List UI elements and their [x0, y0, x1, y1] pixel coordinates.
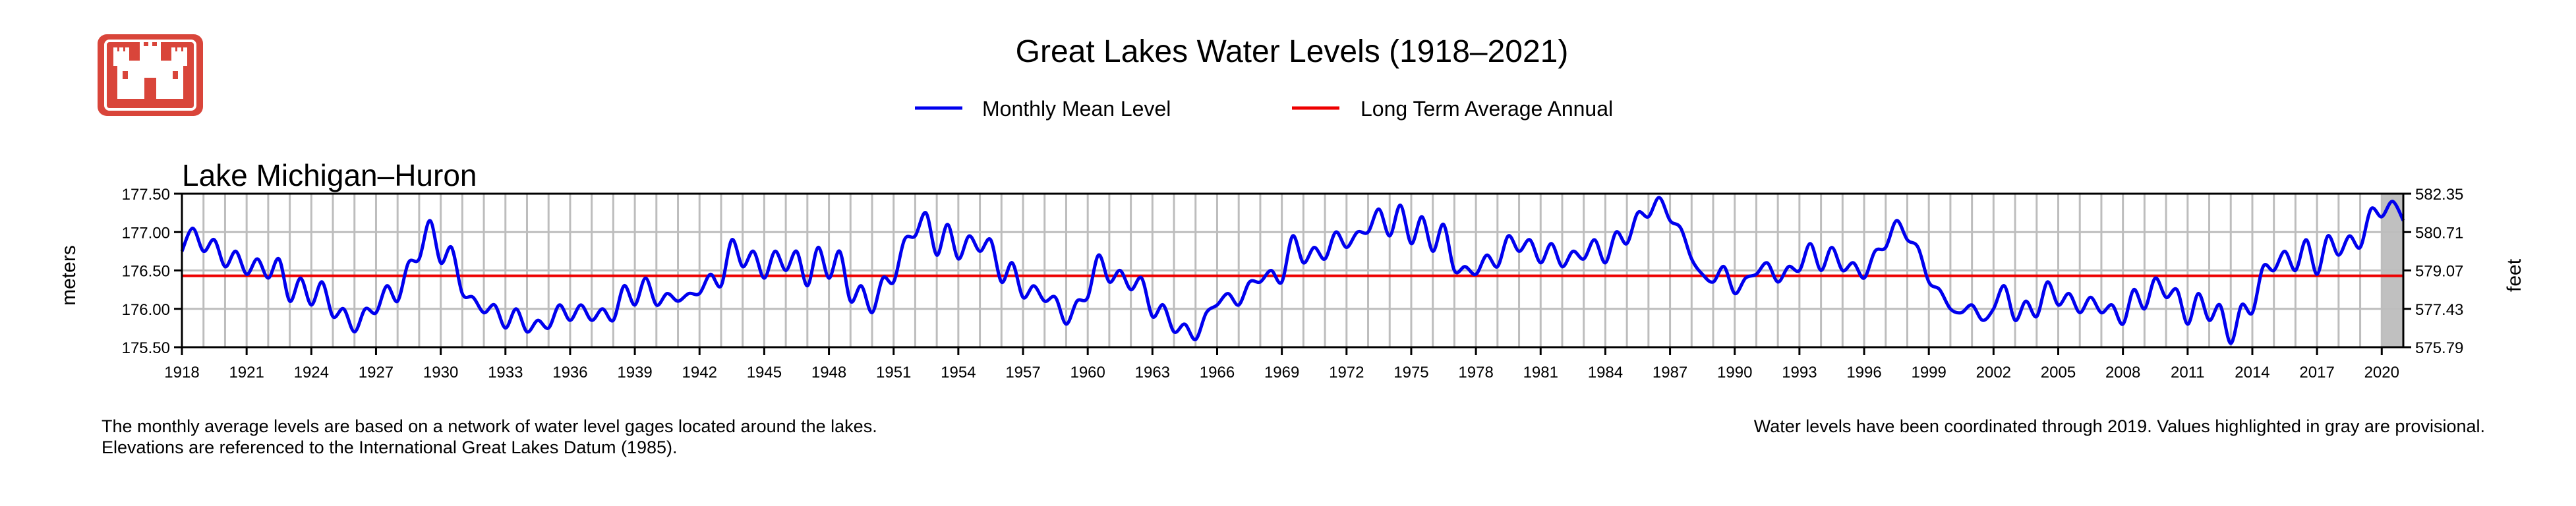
- y-tick-label-right: 575.79: [2415, 339, 2463, 357]
- x-tick-label: 1963: [1135, 364, 1170, 381]
- usace-castle-icon: [98, 34, 203, 116]
- y-axis-left-label: meters: [58, 245, 80, 306]
- x-tick-label: 2014: [2235, 364, 2269, 381]
- x-tick-label: 1951: [876, 364, 911, 381]
- x-tick-label: 1966: [1200, 364, 1235, 381]
- x-tick-label: 1957: [1005, 364, 1040, 381]
- x-tick-label: 2011: [2171, 364, 2205, 381]
- legend-label-monthly-mean: Monthly Mean Level: [982, 97, 1171, 121]
- footer-note-left-2: Elevations are referenced to the Interna…: [102, 437, 678, 457]
- x-tick-label: 2002: [1976, 364, 2011, 381]
- x-tick-label: 1972: [1329, 364, 1364, 381]
- x-tick-label: 1969: [1264, 364, 1299, 381]
- legend: Monthly Mean Level Long Term Average Ann…: [915, 97, 1613, 121]
- y-tick-label-left: 176.50: [122, 263, 170, 281]
- x-tick-label: 1936: [552, 364, 587, 381]
- x-tick-label: 1978: [1458, 364, 1493, 381]
- y-tick-label-right: 579.07: [2415, 263, 2463, 281]
- x-tick-label: 1981: [1523, 364, 1558, 381]
- y-tick-label-left: 175.50: [122, 339, 170, 357]
- x-tick-label: 2005: [2041, 364, 2076, 381]
- y-tick-label-right: 580.71: [2415, 224, 2463, 242]
- x-tick-label: 1987: [1653, 364, 1687, 381]
- x-tick-label: 1999: [1911, 364, 1946, 381]
- x-tick-label: 1948: [811, 364, 846, 381]
- x-tick-label: 1993: [1782, 364, 1817, 381]
- y-tick-label-right: 582.35: [2415, 186, 2463, 204]
- x-tick-label: 1927: [359, 364, 394, 381]
- x-tick-label: 1942: [682, 364, 717, 381]
- x-tick-label: 1975: [1393, 364, 1428, 381]
- y-tick-label-left: 176.00: [122, 301, 170, 319]
- y-tick-label-left: 177.00: [122, 224, 170, 242]
- y-tick-label-left: 177.50: [122, 186, 170, 204]
- monthly-mean-level-line: [180, 196, 2405, 345]
- x-tick-label: 1918: [164, 364, 199, 381]
- x-tick-label: 1945: [747, 364, 782, 381]
- legend-label-long-term-average: Long Term Average Annual: [1361, 97, 1613, 121]
- x-axis-ticks: 1918 1921 1924 1927 1930 1933 1936 1939 1942 1945…: [164, 347, 2399, 381]
- x-tick-label: 1924: [294, 364, 329, 381]
- y-axis-right-label: feet: [2503, 258, 2525, 292]
- x-tick-label: 1984: [1588, 364, 1623, 381]
- x-tick-label: 2008: [2105, 364, 2140, 381]
- y-tick-label-right: 577.43: [2415, 301, 2463, 319]
- x-tick-label: 2020: [2364, 364, 2399, 381]
- x-tick-label: 2017: [2299, 364, 2334, 381]
- x-tick-label: 1930: [423, 364, 458, 381]
- x-tick-label: 1960: [1070, 364, 1105, 381]
- x-tick-label: 1990: [1717, 364, 1752, 381]
- footer-note-right: Water levels have been coordinated throu…: [1754, 416, 2485, 436]
- horizontal-gridlines: [182, 231, 2403, 310]
- plot-area: 1918 1921 1924 1927 1930 1933 1936 1939 1942 1945…: [122, 186, 2464, 381]
- x-tick-label: 1939: [617, 364, 652, 381]
- chart-title: Great Lakes Water Levels (1918–2021): [1016, 34, 1569, 69]
- y-axis-right-ticks: 575.79 577.43 579.07 580.71 582.35: [2403, 186, 2463, 357]
- x-tick-label: 1921: [229, 364, 264, 381]
- footer-note-left-1: The monthly average levels are based on …: [102, 416, 877, 436]
- x-tick-label: 1933: [488, 364, 523, 381]
- x-tick-label: 1996: [1846, 364, 1881, 381]
- y-axis-left-ticks: 175.50 176.00 176.50 177.00 177.50: [122, 186, 182, 357]
- chart-subtitle: Lake Michigan–Huron: [182, 158, 477, 192]
- x-tick-label: 1954: [941, 364, 976, 381]
